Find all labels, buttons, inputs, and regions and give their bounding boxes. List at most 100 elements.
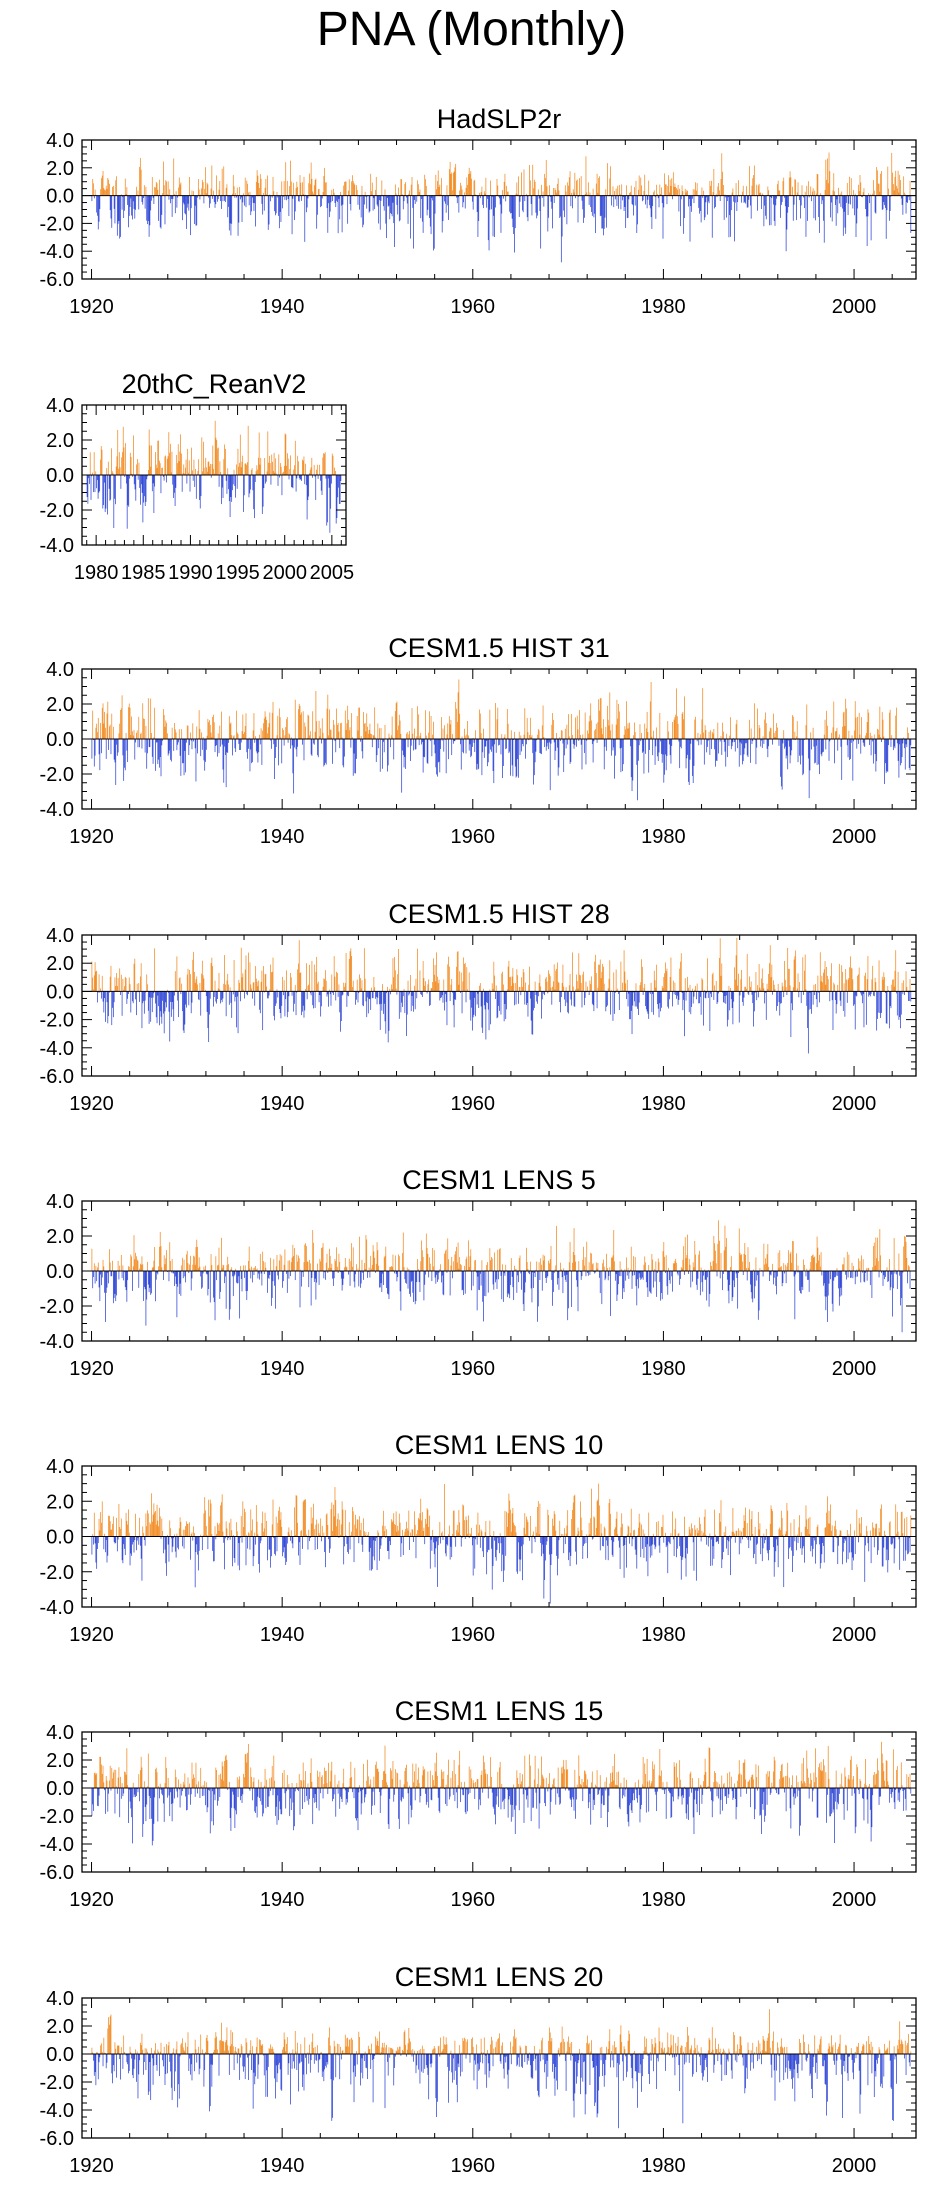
negative-bar [593, 739, 595, 742]
positive-bar [516, 182, 518, 196]
positive-bar [789, 1253, 791, 1271]
positive-bar [712, 1261, 714, 1271]
negative-bar [823, 195, 824, 221]
positive-bar [905, 1241, 907, 1271]
negative-bar [819, 739, 820, 775]
positive-bar [288, 733, 290, 739]
negative-bar [390, 195, 391, 214]
positive-bar [711, 731, 713, 739]
negative-bar [573, 991, 575, 1007]
positive-bar [225, 187, 227, 196]
positive-bar [564, 728, 566, 739]
positive-bar [233, 960, 235, 992]
negative-bar [502, 1271, 504, 1302]
negative-bar [240, 195, 241, 200]
positive-bar [712, 733, 714, 739]
positive-bar [309, 1259, 310, 1271]
negative-bar [189, 475, 191, 492]
negative-bar [232, 1271, 233, 1277]
negative-bar [530, 991, 532, 1021]
negative-bar [898, 991, 900, 1020]
negative-bar [389, 195, 391, 220]
positive-bar [701, 978, 703, 992]
negative-bar [504, 991, 506, 1004]
negative-bar [233, 1271, 235, 1277]
positive-bar [908, 1265, 909, 1271]
negative-bar [110, 739, 112, 755]
negative-bar [259, 991, 260, 1010]
negative-bar [591, 195, 593, 216]
positive-bar [198, 189, 200, 196]
positive-bar [724, 1225, 726, 1271]
negative-bar [320, 195, 322, 208]
negative-bar [339, 739, 341, 749]
negative-bar [176, 1271, 178, 1318]
negative-bar [692, 739, 693, 776]
positive-bar [520, 735, 522, 739]
positive-bar [865, 1268, 867, 1271]
negative-bar [560, 991, 561, 1013]
positive-bar [565, 987, 567, 992]
negative-bar [605, 1271, 607, 1279]
negative-bar [133, 475, 135, 485]
positive-bar [315, 691, 317, 739]
positive-bar [120, 194, 122, 196]
positive-bar [776, 723, 777, 739]
positive-bar [746, 988, 747, 992]
positive-bar [908, 1266, 910, 1271]
negative-bar [228, 475, 229, 490]
positive-bar [831, 732, 832, 739]
negative-bar [96, 475, 97, 489]
negative-bar [874, 739, 876, 755]
negative-bar [558, 739, 560, 768]
negative-bar [433, 739, 435, 745]
positive-bar [283, 980, 285, 992]
positive-bar [873, 1242, 875, 1271]
positive-bar [597, 722, 599, 739]
positive-bar [817, 174, 819, 196]
negative-bar [275, 991, 276, 1006]
positive-bar [614, 191, 615, 196]
positive-bar [197, 470, 199, 475]
positive-bar [96, 970, 98, 992]
positive-bar [142, 1264, 144, 1271]
positive-bar [150, 1524, 152, 1537]
negative-bar [649, 195, 650, 206]
positive-bar [92, 179, 94, 196]
negative-bar [630, 739, 631, 747]
positive-bar [552, 713, 553, 739]
positive-bar [115, 985, 117, 992]
positive-bar [584, 1257, 586, 1271]
negative-bar [183, 991, 185, 1033]
negative-bar [147, 475, 148, 477]
positive-bar [139, 976, 141, 992]
positive-bar [556, 732, 557, 739]
negative-bar [412, 991, 414, 1006]
negative-bar [136, 1536, 138, 1541]
negative-bar [604, 1271, 606, 1281]
negative-bar [850, 1271, 851, 1278]
negative-bar [152, 195, 154, 198]
positive-bar [166, 194, 168, 196]
negative-bar [238, 739, 240, 744]
negative-bar [176, 195, 178, 208]
negative-bar [739, 991, 741, 996]
negative-bar [861, 195, 862, 197]
positive-bar [236, 187, 238, 196]
positive-bar [857, 716, 858, 739]
positive-bar [394, 957, 395, 992]
negative-bar [327, 991, 329, 995]
positive-bar [108, 179, 109, 196]
negative-bar [174, 1271, 176, 1277]
positive-bar [475, 730, 476, 739]
negative-bar [521, 1271, 522, 1290]
negative-bar [662, 195, 664, 239]
negative-bar [847, 739, 849, 758]
positive-bar [315, 178, 317, 196]
positive-bar [792, 716, 794, 739]
positive-bar [201, 973, 202, 992]
negative-bar [490, 991, 492, 1025]
positive-bar [454, 1254, 456, 1271]
positive-bar [558, 190, 560, 196]
